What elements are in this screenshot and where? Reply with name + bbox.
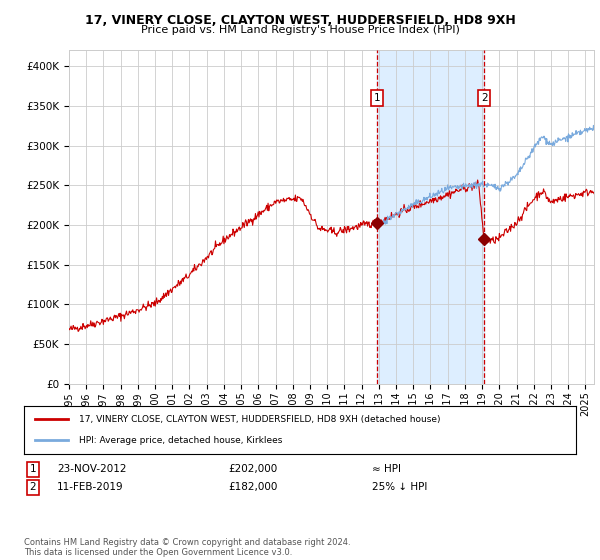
Text: 17, VINERY CLOSE, CLAYTON WEST, HUDDERSFIELD, HD8 9XH: 17, VINERY CLOSE, CLAYTON WEST, HUDDERSF… xyxy=(85,14,515,27)
Text: 25% ↓ HPI: 25% ↓ HPI xyxy=(372,482,427,492)
Text: 17, VINERY CLOSE, CLAYTON WEST, HUDDERSFIELD, HD8 9XH (detached house): 17, VINERY CLOSE, CLAYTON WEST, HUDDERSF… xyxy=(79,415,440,424)
Text: 1: 1 xyxy=(374,93,380,103)
Text: Price paid vs. HM Land Registry's House Price Index (HPI): Price paid vs. HM Land Registry's House … xyxy=(140,25,460,35)
Bar xyxy=(377,50,484,384)
Text: £202,000: £202,000 xyxy=(228,464,277,474)
Text: £182,000: £182,000 xyxy=(228,482,277,492)
Text: Contains HM Land Registry data © Crown copyright and database right 2024.
This d: Contains HM Land Registry data © Crown c… xyxy=(24,538,350,557)
Text: 2: 2 xyxy=(481,93,487,103)
Text: 11-FEB-2019: 11-FEB-2019 xyxy=(57,482,124,492)
Text: ≈ HPI: ≈ HPI xyxy=(372,464,401,474)
Text: 23-NOV-2012: 23-NOV-2012 xyxy=(57,464,127,474)
Text: 2: 2 xyxy=(29,482,37,492)
Text: HPI: Average price, detached house, Kirklees: HPI: Average price, detached house, Kirk… xyxy=(79,436,283,445)
Text: 1: 1 xyxy=(29,464,37,474)
